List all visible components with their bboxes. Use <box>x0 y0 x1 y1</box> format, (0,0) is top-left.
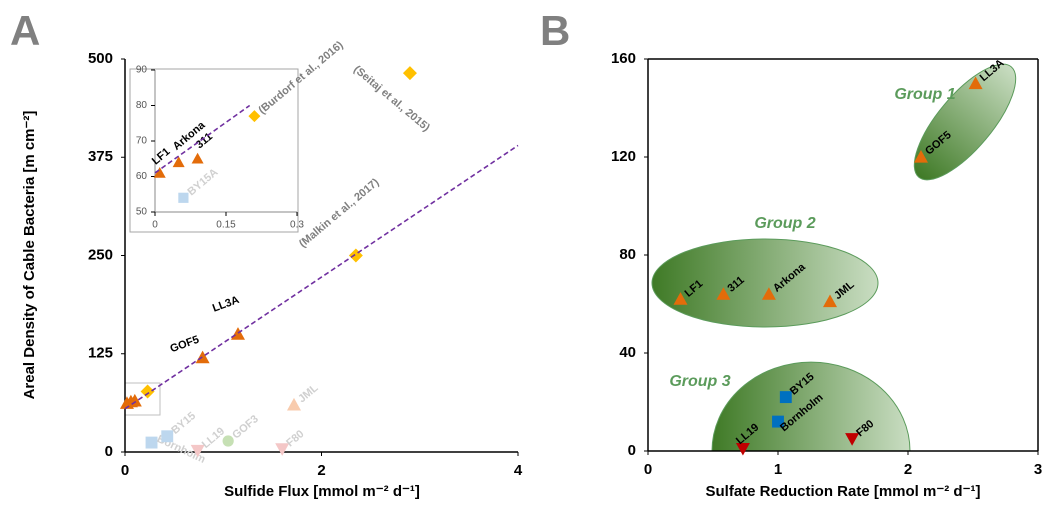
point-label: (Seitaj et al., 2015) <box>351 63 432 134</box>
point-label: GOF3 <box>230 413 261 441</box>
data-point <box>230 327 245 340</box>
point-label: BY15 <box>169 410 198 437</box>
group-label: Group 2 <box>754 215 815 232</box>
x-tick-label: 4 <box>514 462 523 479</box>
data-point <box>275 443 290 456</box>
data-point <box>968 76 983 90</box>
data-point <box>153 166 166 178</box>
x-axis-label: Sulfate Reduction Rate [mmol m⁻² d⁻¹] <box>705 483 980 500</box>
x-tick-label: 2 <box>317 462 325 479</box>
data-point <box>286 397 301 411</box>
y-tick-label: 40 <box>619 344 636 361</box>
trend-line <box>154 104 251 174</box>
point-label: LL3A <box>211 294 241 315</box>
group-ellipse <box>913 63 1017 181</box>
y-tick-label: 125 <box>88 345 113 362</box>
x-tick-label: 0.15 <box>216 220 236 231</box>
group-label: Group 1 <box>894 86 955 103</box>
x-tick-label: 2 <box>904 461 912 478</box>
x-axis-label: Sulfide Flux [mmol m⁻² d⁻¹] <box>224 483 420 500</box>
x-tick-label: 0 <box>121 462 129 479</box>
y-tick-label: 0 <box>105 443 113 460</box>
data-point <box>195 350 210 364</box>
trend-line <box>124 144 519 410</box>
inset-frame <box>129 68 299 233</box>
data-point <box>172 156 185 168</box>
data-point <box>402 66 417 81</box>
data-point <box>779 391 792 404</box>
data-point <box>191 152 204 164</box>
y-tick-label: 160 <box>611 50 636 67</box>
data-point <box>161 430 174 443</box>
x-tick-label: 0.3 <box>290 220 304 231</box>
data-point <box>823 294 837 308</box>
x-tick-label: 0 <box>152 220 158 231</box>
group-ellipse <box>651 238 879 328</box>
y-tick-label: 500 <box>88 50 113 67</box>
x-tick-label: 3 <box>1034 461 1042 478</box>
data-point <box>761 287 776 300</box>
y-tick-label: 80 <box>619 246 636 263</box>
panel-letter: B <box>540 7 570 54</box>
point-label: JML <box>296 382 321 406</box>
data-point <box>845 433 860 446</box>
y-tick-label: 250 <box>88 246 113 263</box>
data-point <box>716 287 731 300</box>
y-tick-label: 120 <box>611 148 636 165</box>
data-point <box>190 444 205 458</box>
y-tick-label: 80 <box>136 100 148 111</box>
x-tick-label: 0 <box>644 461 652 478</box>
group-half-ellipse <box>711 361 911 452</box>
point-label: F80 <box>284 428 306 449</box>
point-label: GOF5 <box>169 334 201 356</box>
panel-letter: A <box>10 7 40 54</box>
data-point <box>178 192 189 203</box>
y-tick-label: 90 <box>136 65 148 76</box>
y-tick-label: 375 <box>88 148 113 165</box>
x-tick-label: 1 <box>774 461 782 478</box>
y-tick-label: 70 <box>136 136 148 147</box>
data-point <box>248 110 261 123</box>
data-point <box>140 384 155 399</box>
y-tick-label: 60 <box>136 171 148 182</box>
data-point <box>735 442 750 456</box>
data-point <box>145 436 158 449</box>
data-point <box>222 435 234 447</box>
y-axis-label: Areal Density of Cable Bacteria [m cm⁻²] <box>21 111 38 400</box>
data-point <box>914 150 928 163</box>
data-point <box>127 393 142 407</box>
y-tick-label: 0 <box>628 442 636 459</box>
data-point <box>673 292 688 305</box>
y-tick-label: 50 <box>136 207 148 218</box>
point-label: LL19 <box>200 425 227 451</box>
data-point <box>772 415 784 428</box>
group-label: Group 3 <box>669 373 730 390</box>
point-label: (Malkin et al., 2017) <box>297 176 382 250</box>
